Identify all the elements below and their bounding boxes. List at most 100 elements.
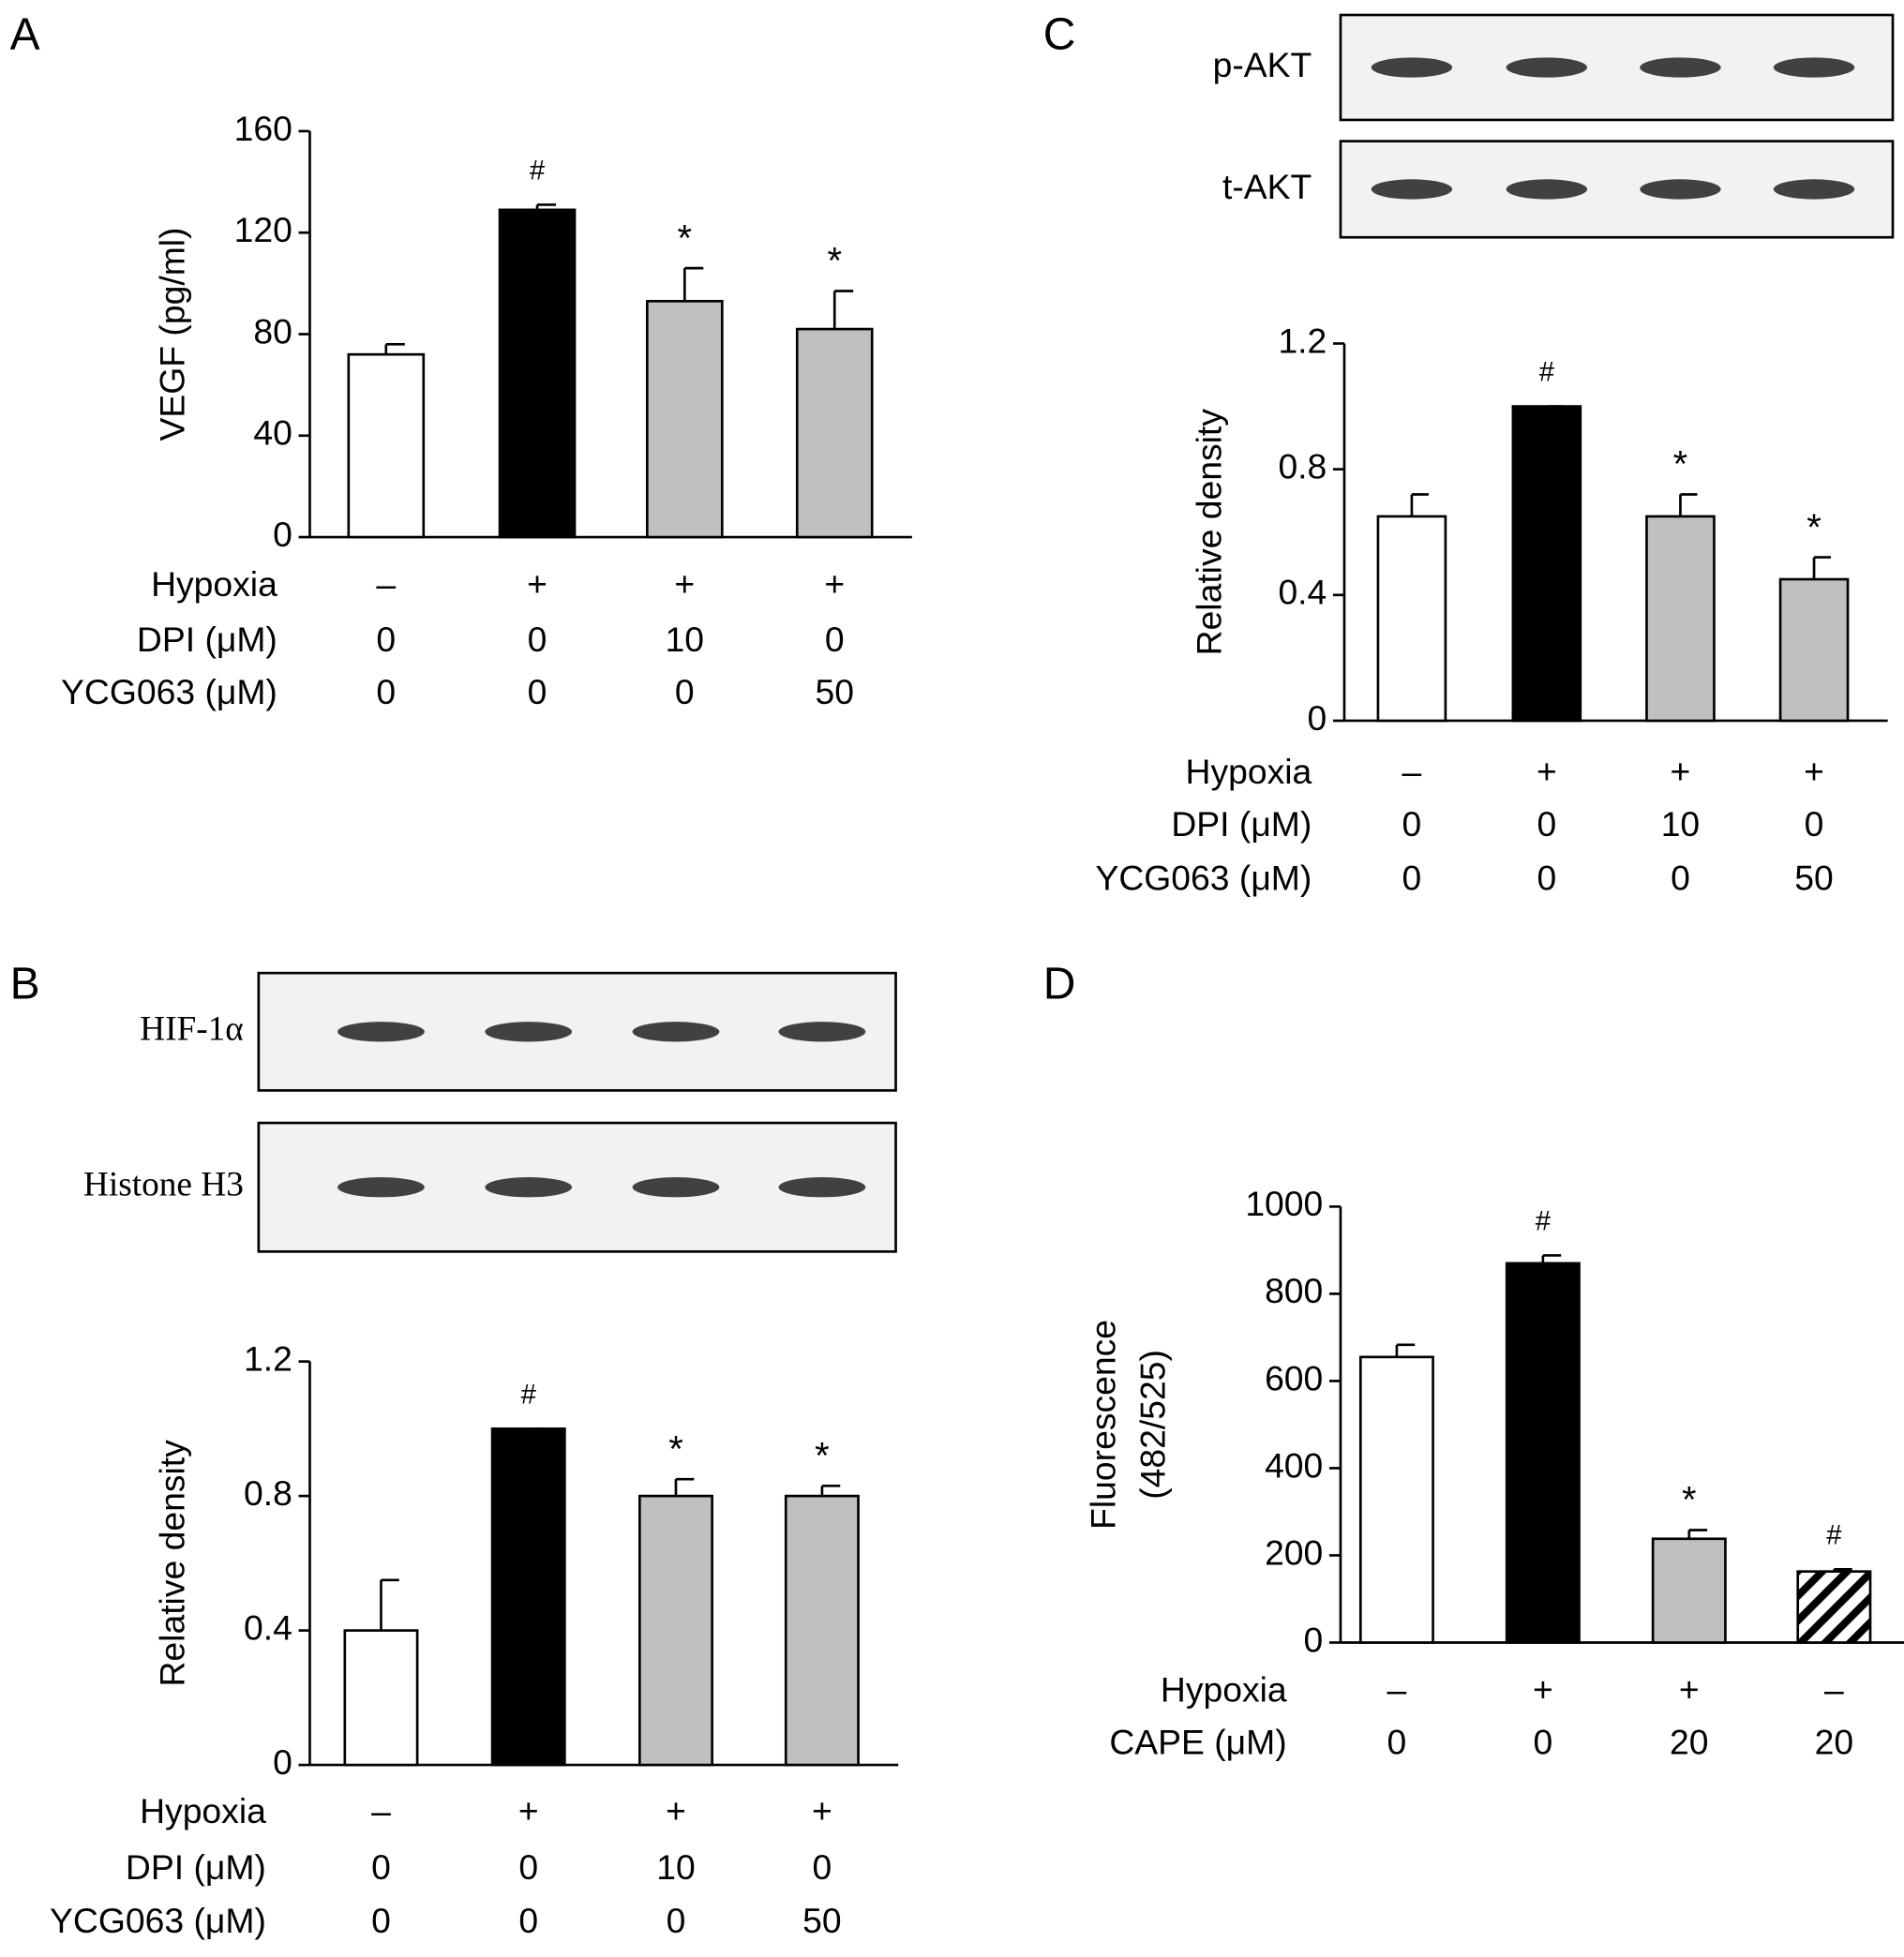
y-tick-label: 0	[273, 515, 292, 554]
significance-mark: #	[1536, 1206, 1552, 1237]
error-bar	[682, 266, 704, 302]
blot-band	[1371, 179, 1453, 200]
condition-value: 0	[1387, 1723, 1407, 1762]
y-tick-label: 200	[1265, 1532, 1323, 1572]
y-axis-label: Fluorescence	[1083, 1320, 1122, 1530]
condition-label: DPI (μM)	[137, 620, 277, 659]
bar	[1778, 577, 1850, 723]
condition-label: YCG063 (μM)	[50, 1901, 266, 1940]
error-bar	[1679, 493, 1698, 516]
y-tick-label: 1.2	[244, 1338, 292, 1378]
y-tick-label: 0.4	[1278, 573, 1327, 612]
condition-value: 50	[1794, 858, 1834, 897]
bar	[795, 327, 874, 539]
blot-label: HIF-1α	[140, 1009, 244, 1048]
condition-value: –	[371, 1791, 391, 1830]
panel-label: B	[10, 959, 40, 1008]
condition-label: CAPE (μM)	[1109, 1723, 1286, 1762]
blot-band	[1506, 179, 1588, 200]
y-tick-label: 1000	[1245, 1184, 1323, 1223]
blot-band	[778, 1022, 866, 1042]
condition-value: +	[1537, 752, 1557, 791]
condition-value: –	[1387, 1670, 1407, 1710]
blot-label: t-AKT	[1222, 167, 1312, 206]
condition-label: Hypoxia	[140, 1791, 266, 1830]
significance-mark: *	[1807, 507, 1822, 548]
condition-value: 0	[1533, 1723, 1552, 1762]
condition-value: +	[666, 1791, 686, 1830]
condition-value: 20	[1670, 1723, 1709, 1762]
blot-band	[632, 1022, 720, 1042]
bar	[490, 1427, 566, 1767]
blot-band	[1773, 179, 1855, 200]
condition-value: +	[1671, 752, 1691, 791]
condition-value: 0	[376, 620, 396, 659]
condition-value: 0	[813, 1847, 832, 1887]
condition-value: 0	[371, 1847, 391, 1887]
y-tick-label: 40	[253, 413, 292, 453]
bar	[343, 1629, 419, 1767]
bar	[1505, 1262, 1581, 1644]
significance-mark: *	[678, 217, 693, 259]
bar	[784, 1494, 860, 1767]
error-bar	[1410, 493, 1429, 516]
bar	[1376, 515, 1447, 723]
bar	[498, 208, 577, 539]
condition-value: 10	[1661, 804, 1701, 844]
blot-label: p-AKT	[1213, 45, 1312, 84]
panel-label: C	[1043, 10, 1076, 60]
panel-label: A	[10, 10, 40, 60]
condition-value: 0	[1537, 804, 1556, 844]
condition-value: 0	[1537, 858, 1556, 897]
condition-value: +	[1533, 1670, 1553, 1710]
bar	[1645, 515, 1716, 723]
bar	[1358, 1355, 1434, 1644]
condition-value: 10	[666, 620, 705, 659]
condition-label: DPI (μM)	[126, 1847, 266, 1887]
condition-value: 0	[528, 672, 547, 711]
significance-mark: *	[1682, 1480, 1697, 1521]
y-tick-label: 400	[1265, 1445, 1323, 1485]
condition-value: 50	[802, 1901, 842, 1940]
condition-value: +	[674, 564, 695, 604]
condition-value: –	[376, 564, 396, 604]
error-bar	[1687, 1529, 1708, 1539]
y-axis-label: (482/525)	[1133, 1350, 1173, 1500]
y-axis-label: Relative density	[1190, 409, 1229, 656]
condition-value: 0	[1805, 804, 1824, 844]
error-bar	[1812, 556, 1832, 580]
blot-band	[1640, 179, 1721, 200]
significance-mark: #	[1826, 1519, 1842, 1550]
blot-band	[337, 1177, 425, 1198]
blot-band	[337, 1022, 425, 1042]
bar	[1651, 1537, 1727, 1644]
condition-label: Hypoxia	[151, 564, 277, 604]
condition-label: DPI (μM)	[1171, 804, 1312, 844]
error-bar	[535, 203, 557, 210]
y-tick-label: 120	[234, 210, 292, 249]
error-bar	[832, 290, 854, 330]
condition-label: YCG063 (μM)	[1095, 858, 1312, 897]
condition-value: 0	[1402, 858, 1422, 897]
y-tick-label: 0	[1308, 698, 1327, 738]
condition-value: 20	[1815, 1723, 1854, 1762]
bar	[637, 1494, 713, 1767]
condition-value: +	[812, 1791, 832, 1830]
condition-value: 50	[815, 672, 854, 711]
condition-value: 0	[518, 1847, 538, 1887]
condition-value: +	[824, 564, 845, 604]
y-tick-label: 0.8	[1278, 447, 1327, 486]
error-bar	[1541, 1254, 1562, 1263]
condition-label: Hypoxia	[1161, 1670, 1287, 1710]
condition-value: 0	[371, 1901, 391, 1940]
y-axis-label: VEGF (pg/ml)	[152, 228, 191, 441]
blot-band	[1773, 57, 1855, 78]
y-tick-label: 80	[253, 311, 292, 351]
condition-value: 0	[1671, 858, 1690, 897]
blot-band	[485, 1177, 573, 1198]
condition-value: 0	[528, 620, 547, 659]
significance-mark: *	[827, 241, 842, 282]
significance-mark: *	[668, 1428, 683, 1470]
y-tick-label: 160	[234, 109, 292, 148]
